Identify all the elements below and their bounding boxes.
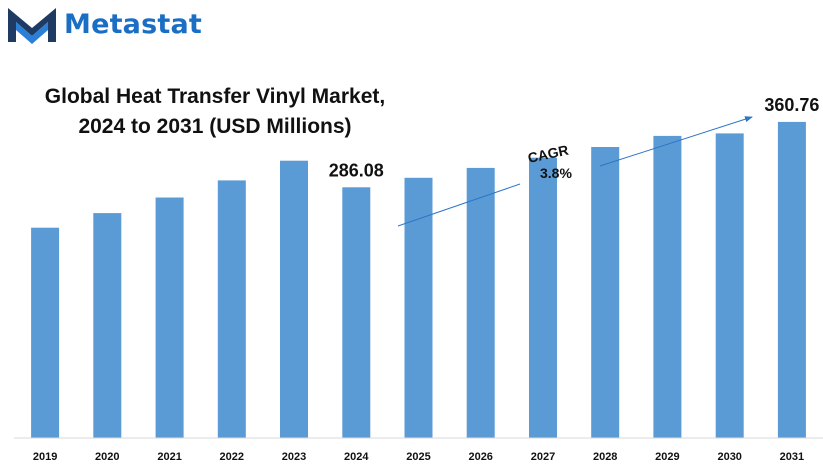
- bar-2026: [466, 167, 495, 438]
- x-tick-label: 2024: [344, 451, 369, 463]
- bar-2023: [280, 160, 308, 438]
- x-tick-label: 2023: [282, 451, 306, 463]
- chart-subtitle: 2024 to 2031 (USD Millions): [78, 115, 352, 138]
- data-label-2024: 286.08: [329, 160, 384, 180]
- bar-2019: [31, 227, 60, 438]
- x-tick-label: 2021: [157, 451, 181, 463]
- chart-title: Global Heat Transfer Vinyl Market,: [44, 85, 386, 108]
- bar-2028: [591, 147, 620, 438]
- x-tick-label: 2022: [220, 451, 244, 463]
- brand-name: Metastat: [64, 8, 203, 40]
- metastat-m-logo-icon: [8, 8, 56, 44]
- data-label-2031: 360.76: [764, 95, 819, 115]
- x-tick-label: 2030: [717, 451, 741, 463]
- bar-2030: [715, 133, 744, 438]
- bar-2031: [777, 121, 806, 439]
- x-tick-label: 2019: [33, 451, 57, 463]
- bar-2029: [653, 135, 682, 438]
- bar-2024: [342, 187, 371, 438]
- x-tick-label: 2025: [406, 451, 430, 463]
- cagr-arrow-right: [599, 116, 753, 167]
- brand-logo: Metastat: [6, 4, 202, 44]
- x-tick-label: 2020: [95, 451, 119, 463]
- bar-2020: [93, 213, 122, 438]
- bar-2027: [529, 157, 557, 438]
- bar-2022: [217, 180, 246, 438]
- chart-title-block: Global Heat Transfer Vinyl Market, 2024 …: [20, 82, 410, 142]
- bar-2021: [155, 197, 184, 438]
- bar-2025: [404, 177, 433, 439]
- x-tick-label: 2029: [655, 451, 679, 463]
- cagr-arrow-left: [397, 183, 521, 227]
- x-tick-label: 2028: [593, 451, 617, 463]
- cagr-value: 3.8%: [540, 165, 572, 181]
- x-tick-label: 2027: [531, 451, 555, 463]
- x-tick-label: 2026: [468, 451, 492, 463]
- x-tick-label: 2031: [780, 451, 804, 463]
